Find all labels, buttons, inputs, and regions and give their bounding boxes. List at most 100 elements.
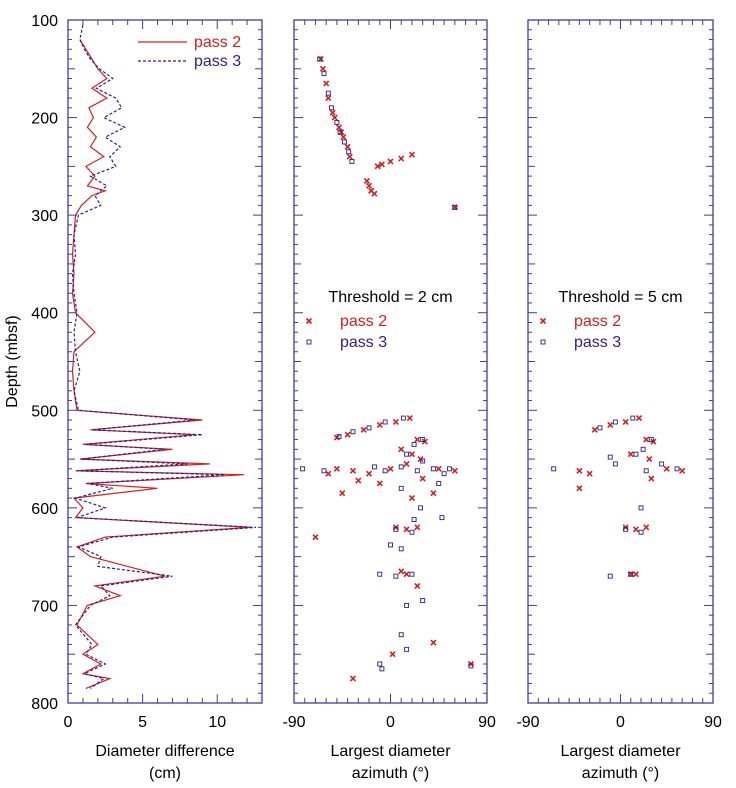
data-point-pass-2 [648, 475, 655, 482]
data-point-pass-3 [420, 598, 426, 603]
data-point-pass-2 [360, 426, 367, 433]
data-point-pass-3 [409, 529, 415, 535]
data-point-pass-3 [398, 485, 404, 491]
data-point-pass-2 [376, 480, 383, 487]
data-point-pass-2 [365, 182, 373, 189]
data-point-pass-3 [612, 461, 618, 467]
data-point-pass-2 [643, 436, 650, 443]
data-point-pass-2 [333, 465, 340, 472]
data-point-pass-3 [607, 573, 613, 579]
x-axis-label: azimuth (°) [352, 765, 430, 782]
data-point-pass-3 [640, 446, 646, 452]
data-point-pass-2 [355, 477, 362, 484]
data-point-pass-2 [632, 571, 639, 578]
data-point-pass-2 [346, 153, 353, 160]
data-point-pass-2 [398, 568, 405, 575]
data-point-pass-3 [633, 451, 639, 457]
data-point-pass-2 [387, 465, 394, 472]
data-point-pass-3 [404, 646, 410, 652]
data-point-pass-3 [607, 454, 613, 460]
data-point-pass-3 [659, 461, 665, 467]
data-point-pass-3 [551, 466, 557, 472]
data-point-pass-3 [648, 437, 654, 443]
data-point-pass-3 [366, 425, 372, 431]
y-tick-label: 300 [31, 208, 58, 225]
data-point-pass-3 [393, 526, 399, 532]
x-tick-label: 90 [478, 714, 496, 731]
data-point-pass-3 [349, 159, 355, 164]
data-point-pass-3 [430, 466, 436, 472]
legend-label: pass 2 [574, 313, 621, 330]
data-point-pass-3 [411, 517, 417, 523]
data-point-pass-2 [419, 475, 426, 482]
data-point-pass-2 [430, 490, 437, 497]
data-point-pass-3 [334, 119, 340, 125]
data-point-pass-2 [622, 418, 629, 426]
data-point-pass-3 [441, 471, 447, 477]
data-point-pass-2 [376, 421, 383, 428]
x-axis-label: Largest diameter [560, 743, 681, 760]
data-point-pass-3 [382, 468, 388, 474]
data-point-pass-3 [411, 441, 417, 447]
data-point-pass-3 [452, 204, 458, 210]
data-point-pass-3 [638, 505, 644, 511]
data-point-pass-3 [325, 90, 331, 96]
data-point-pass-3 [329, 105, 334, 111]
x-tick-label: -90 [516, 714, 539, 731]
data-point-pass-2 [408, 151, 416, 158]
x-tick-label: 10 [208, 714, 226, 731]
data-point-pass-3 [436, 481, 442, 486]
x-axis-label: (cm) [149, 765, 181, 782]
y-tick-label: 100 [31, 13, 58, 30]
data-point-pass-2 [635, 415, 643, 422]
diameter-difference-panel: 100 200 300 400 500 600 700 800 Depth (mbsf) 0 5 10… [4, 13, 263, 782]
data-point-pass-2 [331, 114, 338, 121]
legend-label: pass 2 [340, 313, 387, 330]
data-point-pass-2 [679, 467, 686, 474]
data-point-pass-2 [363, 177, 370, 185]
data-point-pass-3 [418, 505, 423, 511]
data-point-pass-2 [312, 534, 319, 541]
data-point-pass-2 [632, 526, 639, 533]
azimuth-threshold-2cm-panel: -90 0 90 Largest diameter azimuth (°) Thresho… [282, 19, 496, 782]
data-point-pass-2 [591, 426, 598, 433]
data-point-pass-2 [643, 524, 650, 531]
data-point-pass-3 [612, 419, 618, 425]
x-tick-label: 90 [704, 714, 722, 731]
x-axis-label: Diameter difference [95, 743, 234, 760]
data-point-pass-3 [674, 466, 680, 472]
data-point-pass-2 [344, 143, 351, 150]
data-point-pass-2 [403, 526, 410, 533]
threshold-title: Threshold = 5 cm [558, 289, 682, 306]
y-tick-label: 800 [31, 696, 58, 713]
series-line-pass-2 [71, 39, 251, 689]
data-point-pass-2 [392, 418, 399, 426]
data-point-pass-3 [341, 139, 347, 145]
data-point-pass-3 [300, 466, 306, 472]
data-point-pass-3 [382, 419, 388, 425]
data-point-pass-3 [377, 571, 383, 577]
x-axis-label: azimuth (°) [582, 765, 660, 782]
x-tick-label: -90 [282, 714, 305, 731]
data-point-pass-3 [388, 542, 393, 548]
plot-frame [293, 19, 488, 704]
data-point-pass-3 [379, 666, 385, 672]
data-point-pass-2 [607, 421, 614, 428]
x-tick-label: 5 [138, 714, 147, 731]
data-point-pass-2 [586, 470, 593, 477]
legend-label: pass 2 [194, 34, 241, 51]
x-tick-label: 0 [64, 714, 73, 731]
data-point-pass-3 [321, 468, 327, 474]
data-point-pass-3 [439, 515, 445, 521]
data-point-pass-3 [630, 415, 636, 421]
x-tick-label: 0 [616, 714, 625, 731]
data-point-pass-2 [398, 446, 405, 453]
data-point-pass-2 [374, 163, 381, 170]
data-point-pass-2 [349, 467, 357, 474]
data-point-pass-3 [468, 663, 474, 669]
y-tick-label: 500 [31, 403, 58, 420]
data-point-pass-2 [378, 161, 385, 168]
legend-marker-pass-3 [540, 339, 546, 345]
data-point-pass-2 [430, 639, 437, 646]
